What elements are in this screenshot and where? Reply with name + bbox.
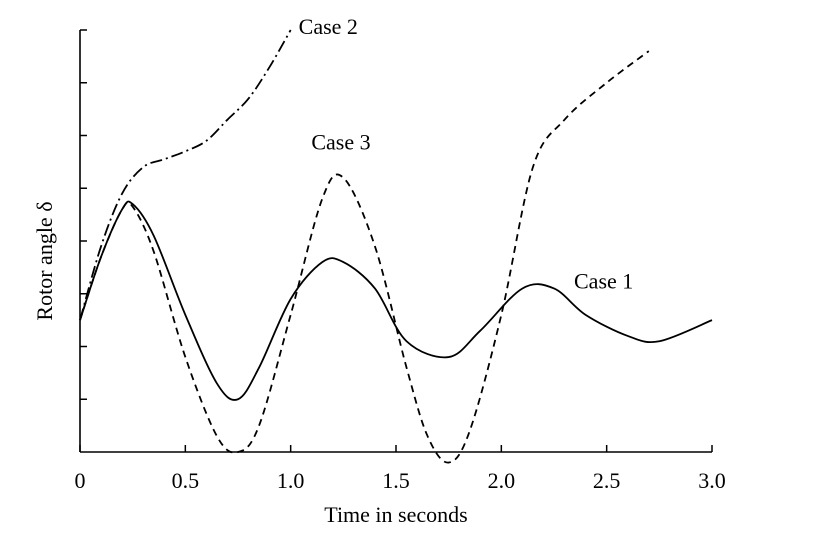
- x-tick-label: 1.5: [382, 468, 410, 493]
- x-tick-labels: 0 0.5 1.0 1.5 2.0 2.5 3.0: [75, 468, 726, 493]
- x-tick-label: 3.0: [698, 468, 726, 493]
- series-line-case-2: [79, 29, 292, 321]
- x-axis-title: Time in seconds: [324, 502, 467, 527]
- series-label-case-3: Case 3: [311, 130, 370, 155]
- axes: 0 0.5 1.0 1.5 2.0 2.5 3.0: [75, 29, 726, 493]
- y-ticks: [80, 29, 87, 400]
- x-tick-label: 0.5: [172, 468, 200, 493]
- series-line-case-1: [79, 200, 713, 401]
- x-tick-label: 1.0: [277, 468, 305, 493]
- y-axis-title: Rotor angle δ: [32, 201, 57, 320]
- x-tick-label: 2.0: [488, 468, 516, 493]
- series-label-case-2: Case 2: [299, 14, 358, 39]
- x-tick-label: 0: [75, 468, 86, 493]
- series-label-case-1: Case 1: [574, 268, 633, 293]
- series-curves: [79, 29, 713, 464]
- x-ticks: [79, 445, 713, 452]
- x-tick-label: 2.5: [593, 468, 621, 493]
- series-labels: Case 1 Case 2 Case 3: [299, 14, 634, 293]
- series-line-case-3: [79, 50, 650, 464]
